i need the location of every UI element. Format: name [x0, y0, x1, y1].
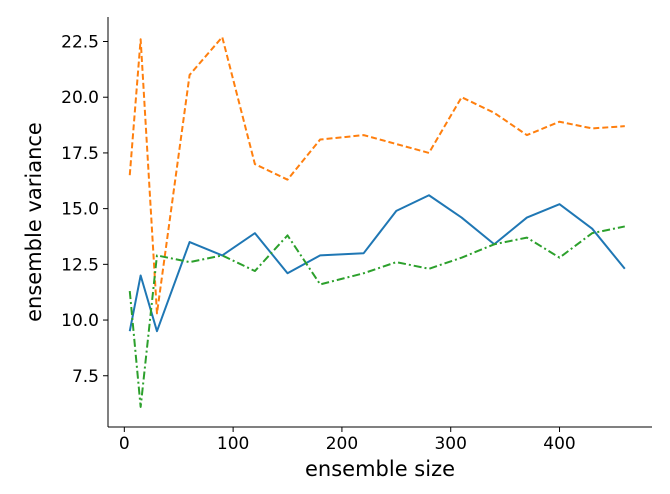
x-tick-label: 300: [434, 434, 466, 454]
series-layer: [128, 36, 626, 408]
y-ticks: 7.5 10.0 12.5 15.0 17.5 20.0 22.5: [61, 33, 108, 387]
x-axis-label: ensemble size: [305, 457, 455, 481]
x-tick-label: 200: [326, 434, 358, 454]
y-tick-label: 22.5: [61, 33, 99, 53]
series-line-1: [128, 194, 626, 333]
y-tick-label: 12.5: [61, 255, 99, 275]
y-tick-label: 7.5: [72, 367, 99, 387]
x-tick-label: 100: [217, 434, 249, 454]
y-tick-label: 15.0: [61, 200, 99, 220]
y-tick-label: 20.0: [61, 88, 99, 108]
x-tick-label: 400: [543, 434, 575, 454]
x-tick-label: 0: [119, 434, 130, 454]
y-axis-label: ensemble variance: [22, 122, 46, 322]
y-tick-label: 10.0: [61, 311, 99, 331]
x-ticks: 0 100 200 300 400: [119, 427, 576, 454]
axes-layer: [107, 17, 652, 428]
series-line-2: [128, 36, 625, 315]
series-line-3: [128, 225, 626, 408]
y-tick-label: 17.5: [61, 144, 99, 164]
